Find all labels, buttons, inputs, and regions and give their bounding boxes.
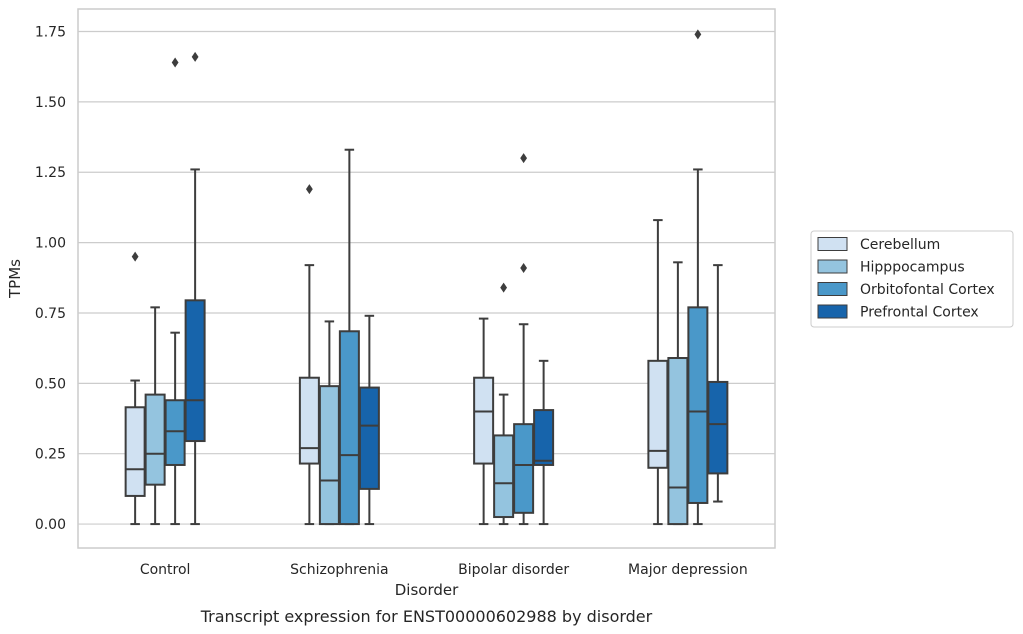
x-axis-ticks: Control Schizophrenia Bipolar disorder Majo… <box>140 562 748 578</box>
box-group <box>493 282 515 526</box>
x-tick-label: Major depression <box>628 562 748 578</box>
box-body <box>144 393 166 486</box>
legend-label: Hipppocampus <box>860 260 965 276</box>
box-body <box>707 380 729 475</box>
y-tick-label: 0.50 <box>35 376 66 392</box>
box-group <box>473 317 495 526</box>
box-body <box>298 376 320 465</box>
box-group <box>338 148 360 526</box>
boxes <box>124 29 729 526</box>
y-tick-label: 1.25 <box>35 165 66 181</box>
y-axis-ticks: 0.00 0.25 0.50 0.75 1.00 1.25 1.50 1.75 <box>35 25 66 534</box>
x-tick-label: Schizophrenia <box>290 562 388 578</box>
box-body <box>647 359 669 469</box>
box-body <box>338 330 360 526</box>
box-body <box>184 299 206 443</box>
y-tick-label: 1.00 <box>35 236 66 252</box>
y-tick-label: 0.75 <box>35 306 66 322</box>
box-body <box>164 399 186 466</box>
box-group <box>647 219 669 526</box>
x-tick-label: Bipolar disorder <box>458 562 569 578</box>
box-group <box>707 264 729 503</box>
box-group <box>358 314 380 526</box>
y-tick-label: 1.75 <box>35 25 66 41</box>
y-tick-label: 1.50 <box>35 95 66 111</box>
x-axis-title: Disorder <box>395 581 459 599</box>
box-group <box>164 57 186 526</box>
box-body <box>533 409 555 466</box>
y-tick-label: 0.25 <box>35 447 66 463</box>
y-axis-title: TPMs <box>6 259 24 299</box>
box-group <box>124 251 146 526</box>
box-group <box>184 51 206 526</box>
outlier-point <box>305 184 313 195</box>
box-group <box>533 359 555 526</box>
box-body <box>124 406 146 497</box>
legend-label: Prefrontal Cortex <box>860 305 979 321</box>
box-group <box>298 184 320 526</box>
outlier-point <box>191 51 199 62</box>
chart-caption: Transcript expression for ENST0000060298… <box>200 607 653 626</box>
outlier-point <box>520 262 528 273</box>
box-body <box>513 423 535 514</box>
outlier-point <box>131 251 139 262</box>
box-group <box>318 320 340 526</box>
legend-swatch <box>817 237 848 251</box>
box-body <box>473 376 495 465</box>
legend: Cerebellum Hipppocampus Orbitofontal Corte… <box>810 230 1014 328</box>
legend-swatch <box>817 282 848 296</box>
legend-frame <box>810 230 1014 328</box>
legend-swatch <box>817 304 848 319</box>
outlier-point <box>694 29 702 40</box>
plot-frame <box>77 8 776 549</box>
legend-swatch <box>817 259 848 274</box>
box-body <box>687 306 709 504</box>
outlier-point <box>171 57 179 68</box>
box-group <box>144 306 166 526</box>
box-group <box>687 29 709 526</box>
legend-label: Orbitofontal Cortex <box>860 282 995 298</box>
box-body <box>318 385 340 526</box>
x-tick-label: Control <box>140 562 191 578</box>
y-tick-label: 0.00 <box>35 517 66 533</box>
box-group <box>513 153 535 526</box>
outlier-point <box>500 282 508 293</box>
box-body <box>493 434 515 519</box>
outlier-point <box>520 153 528 164</box>
box-body <box>667 357 689 526</box>
box-body <box>358 386 380 490</box>
legend-label: Cerebellum <box>860 237 940 253</box>
box-group <box>667 261 689 526</box>
